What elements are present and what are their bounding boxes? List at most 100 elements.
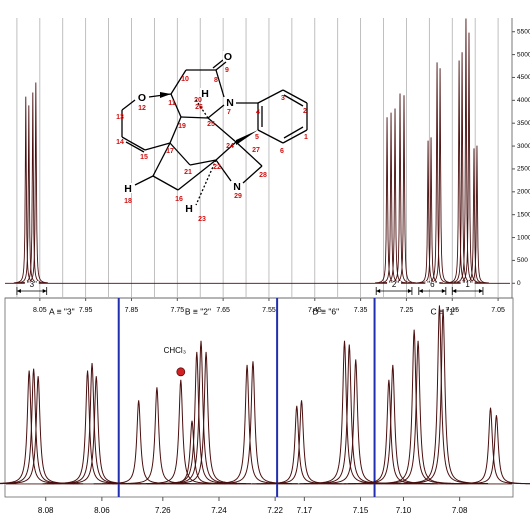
peak [373,340,464,485]
y-tick-label: 0 [517,280,521,287]
atom-label: N [233,181,241,193]
atom-number: 29 [234,193,242,200]
segment-label: A ≡ "3" [49,306,75,316]
range-label-bg [387,281,402,289]
atom-number: 17 [166,148,174,155]
x-tick-label: 7.10 [396,506,412,515]
bond [169,116,182,144]
x-tick-label: 7.65 [216,307,230,314]
segment-label: D ≡ "6" [313,306,340,316]
atom-number: 15 [140,154,148,161]
bond [257,129,284,144]
y-tick-label: 5000 [517,51,530,58]
y-tick-label: 3000 [517,143,530,150]
arrowhead [407,289,412,293]
atom-number: 28 [259,172,267,179]
x-tick-label: 7.17 [297,506,313,515]
y-tick-label: 4000 [517,97,530,104]
atom-number: 26 [195,104,203,111]
atom-number: 18 [124,198,132,205]
x-tick-label: 7.15 [445,307,459,314]
atom-bg [200,88,210,98]
bond [169,142,191,166]
range-label-bg [460,281,475,289]
annotation-label: CHCl₃ [164,346,186,355]
y-tick-label: 3500 [517,120,530,127]
atom-label: O [224,51,232,63]
peak [347,364,438,485]
x-tick-label: 7.55 [262,307,276,314]
y-tick-label: 5500 [517,28,530,35]
x-tick-label: 7.25 [400,307,414,314]
x-tick-label: 7.05 [491,307,505,314]
segment-label: C ≡ "1" [430,306,457,316]
range-label: "6" [427,280,437,289]
x-tick-label: 8.05 [33,307,47,314]
atom-number: 6 [280,148,284,155]
atom-bg [137,92,147,102]
peak [451,415,530,485]
atom-number: 5 [255,134,259,141]
bond [152,175,179,191]
expanded-spectrum: A ≡ "3" 8.08 8.06 B ≡ "2" 7.26 7.24 7.22 CHCl₃ D… [0,297,530,515]
atom-number: 21 [184,169,192,176]
bond [170,93,182,118]
x-tick-label: 7.75 [170,307,184,314]
range-label: "1" [463,280,473,289]
peak [256,400,347,485]
bond [212,59,224,69]
y-tick-label: 500 [517,257,528,264]
wedge-bond [160,92,171,98]
bond [207,104,225,119]
atom-number: 3 [281,95,285,102]
bond [282,129,308,144]
arrowhead [478,289,483,293]
bond [121,99,136,111]
atom-label: H [201,88,209,100]
atom-number: 23 [198,216,206,223]
atom-number: 9 [225,67,229,74]
x-tick-label: 7.15 [353,506,369,515]
bond [170,69,187,95]
bond [242,165,263,184]
x-tick-label: 7.95 [79,307,93,314]
bond [152,142,171,177]
atom-number: 4 [256,109,260,116]
bond [257,89,284,104]
wedge-bond [236,130,258,145]
x-tick-label: 7.08 [452,506,468,515]
bond [177,159,217,191]
bond [144,142,171,151]
bond [180,116,209,119]
y-tick-label: 1000 [517,234,530,241]
bond [207,117,237,143]
bond [283,126,304,139]
atom-bg [184,203,194,213]
bonds [121,59,308,206]
bond [189,159,217,166]
atom-number: 24 [226,143,234,150]
atom-label: H [124,183,132,195]
atom-number: 13 [116,114,124,121]
atom-number: 7 [227,109,231,116]
peak [382,108,408,284]
bond [215,69,225,98]
peak [111,387,202,485]
atom-label: H [185,203,193,215]
atom-number: 2 [303,108,307,115]
segment-label: B ≡ "2" [185,306,211,316]
x-tick-label: 7.45 [308,307,322,314]
annotation-marker [176,367,186,377]
atom-number: 20 [194,97,202,104]
arrowhead [418,289,423,293]
x-tick-label: 7.35 [354,307,368,314]
atom-number: 14 [116,139,124,146]
atom-number: 25 [207,121,215,128]
atom-number: 8 [214,77,218,84]
range-label: "3" [27,280,37,289]
range-label: "2" [389,280,399,289]
x-tick-label: 8.06 [94,506,110,515]
atom-number: 22 [213,164,221,171]
arrowhead [16,289,21,293]
